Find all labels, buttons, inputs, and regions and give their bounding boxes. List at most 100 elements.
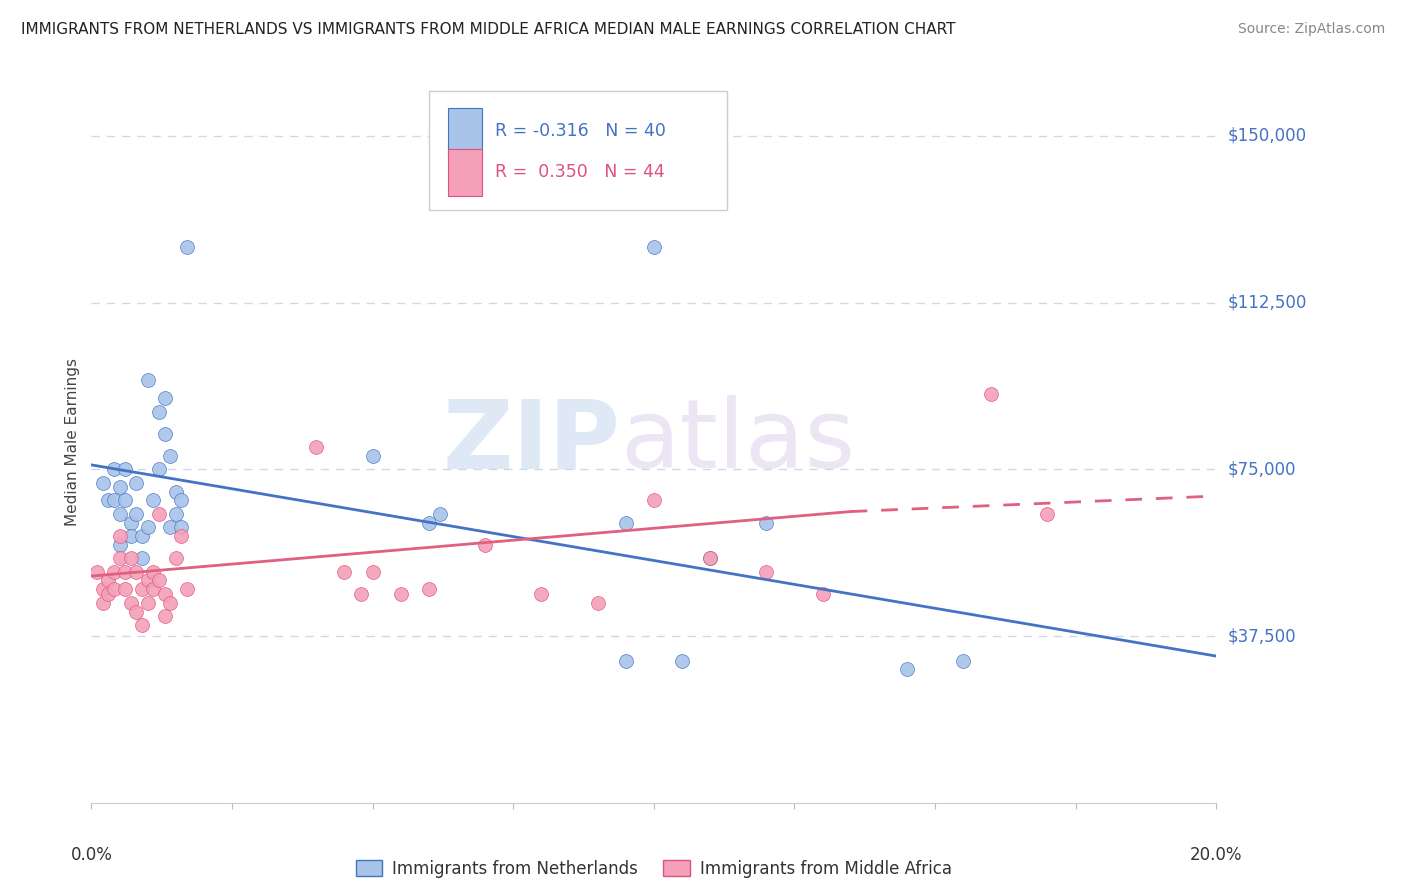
Point <box>1036 507 1059 521</box>
Point <box>980 386 1002 401</box>
Point <box>103 565 125 579</box>
Point <box>153 391 176 405</box>
Text: 0.0%: 0.0% <box>70 847 112 864</box>
Point <box>614 653 637 667</box>
Point <box>114 582 136 597</box>
Point <box>125 565 148 579</box>
Point <box>153 587 176 601</box>
Point <box>108 538 131 552</box>
Point <box>429 507 451 521</box>
Text: $112,500: $112,500 <box>1227 293 1306 311</box>
Point <box>361 565 384 579</box>
Point <box>120 529 142 543</box>
Point <box>530 587 553 601</box>
Text: R = -0.316   N = 40: R = -0.316 N = 40 <box>495 122 666 140</box>
Point <box>103 462 125 476</box>
Point <box>811 587 834 601</box>
Point <box>614 516 637 530</box>
Legend: Immigrants from Netherlands, Immigrants from Middle Africa: Immigrants from Netherlands, Immigrants … <box>356 860 952 878</box>
FancyBboxPatch shape <box>449 108 482 154</box>
Point <box>114 493 136 508</box>
Text: $75,000: $75,000 <box>1227 460 1296 478</box>
Point <box>103 493 125 508</box>
Point <box>131 551 153 566</box>
Point <box>699 551 721 566</box>
FancyBboxPatch shape <box>429 91 727 211</box>
Point <box>125 605 148 619</box>
Point <box>418 582 440 597</box>
Point <box>952 653 974 667</box>
Point <box>389 587 412 601</box>
Point <box>142 565 165 579</box>
Point <box>131 618 153 632</box>
Y-axis label: Median Male Earnings: Median Male Earnings <box>65 358 80 525</box>
Point <box>159 596 181 610</box>
Point <box>474 538 496 552</box>
Point <box>896 662 918 676</box>
Point <box>108 507 131 521</box>
Point <box>643 493 665 508</box>
Point <box>305 440 328 454</box>
Point <box>131 582 153 597</box>
Point <box>148 574 170 588</box>
Point <box>131 529 153 543</box>
Point <box>120 596 142 610</box>
Point <box>136 520 159 534</box>
Point <box>136 596 159 610</box>
Point <box>699 551 721 566</box>
Text: $37,500: $37,500 <box>1227 627 1296 645</box>
Point <box>586 596 609 610</box>
Point <box>165 507 187 521</box>
Text: IMMIGRANTS FROM NETHERLANDS VS IMMIGRANTS FROM MIDDLE AFRICA MEDIAN MALE EARNING: IMMIGRANTS FROM NETHERLANDS VS IMMIGRANT… <box>21 22 956 37</box>
Point <box>91 475 114 490</box>
Point <box>108 480 131 494</box>
Point <box>170 493 193 508</box>
Point <box>643 240 665 254</box>
Point <box>91 582 114 597</box>
Point <box>361 449 384 463</box>
Point <box>176 240 198 254</box>
FancyBboxPatch shape <box>449 149 482 196</box>
Point <box>125 475 148 490</box>
Point <box>176 582 198 597</box>
Point <box>148 507 170 521</box>
Text: R =  0.350   N = 44: R = 0.350 N = 44 <box>495 163 665 181</box>
Point <box>671 653 693 667</box>
Point <box>142 582 165 597</box>
Point <box>165 551 187 566</box>
Point <box>125 507 148 521</box>
Point <box>170 520 193 534</box>
Point <box>136 373 159 387</box>
Point <box>86 565 108 579</box>
Point <box>114 462 136 476</box>
Text: 20.0%: 20.0% <box>1189 847 1243 864</box>
Point <box>165 484 187 499</box>
Point <box>418 516 440 530</box>
Point <box>148 404 170 418</box>
Text: $150,000: $150,000 <box>1227 127 1306 145</box>
Point <box>108 551 131 566</box>
Point <box>333 565 356 579</box>
Point <box>142 493 165 508</box>
Point <box>159 520 181 534</box>
Text: Source: ZipAtlas.com: Source: ZipAtlas.com <box>1237 22 1385 37</box>
Point <box>120 516 142 530</box>
Point <box>153 426 176 441</box>
Point <box>108 529 131 543</box>
Point <box>159 449 181 463</box>
Point <box>97 493 120 508</box>
Text: ZIP: ZIP <box>441 395 620 488</box>
Point <box>755 516 778 530</box>
Point <box>755 565 778 579</box>
Point <box>170 529 193 543</box>
Point <box>148 462 170 476</box>
Point <box>97 587 120 601</box>
Point <box>120 551 142 566</box>
Point <box>350 587 373 601</box>
Point <box>91 596 114 610</box>
Text: atlas: atlas <box>620 395 855 488</box>
Point <box>153 609 176 624</box>
Point <box>136 574 159 588</box>
Point <box>103 582 125 597</box>
Point <box>97 574 120 588</box>
